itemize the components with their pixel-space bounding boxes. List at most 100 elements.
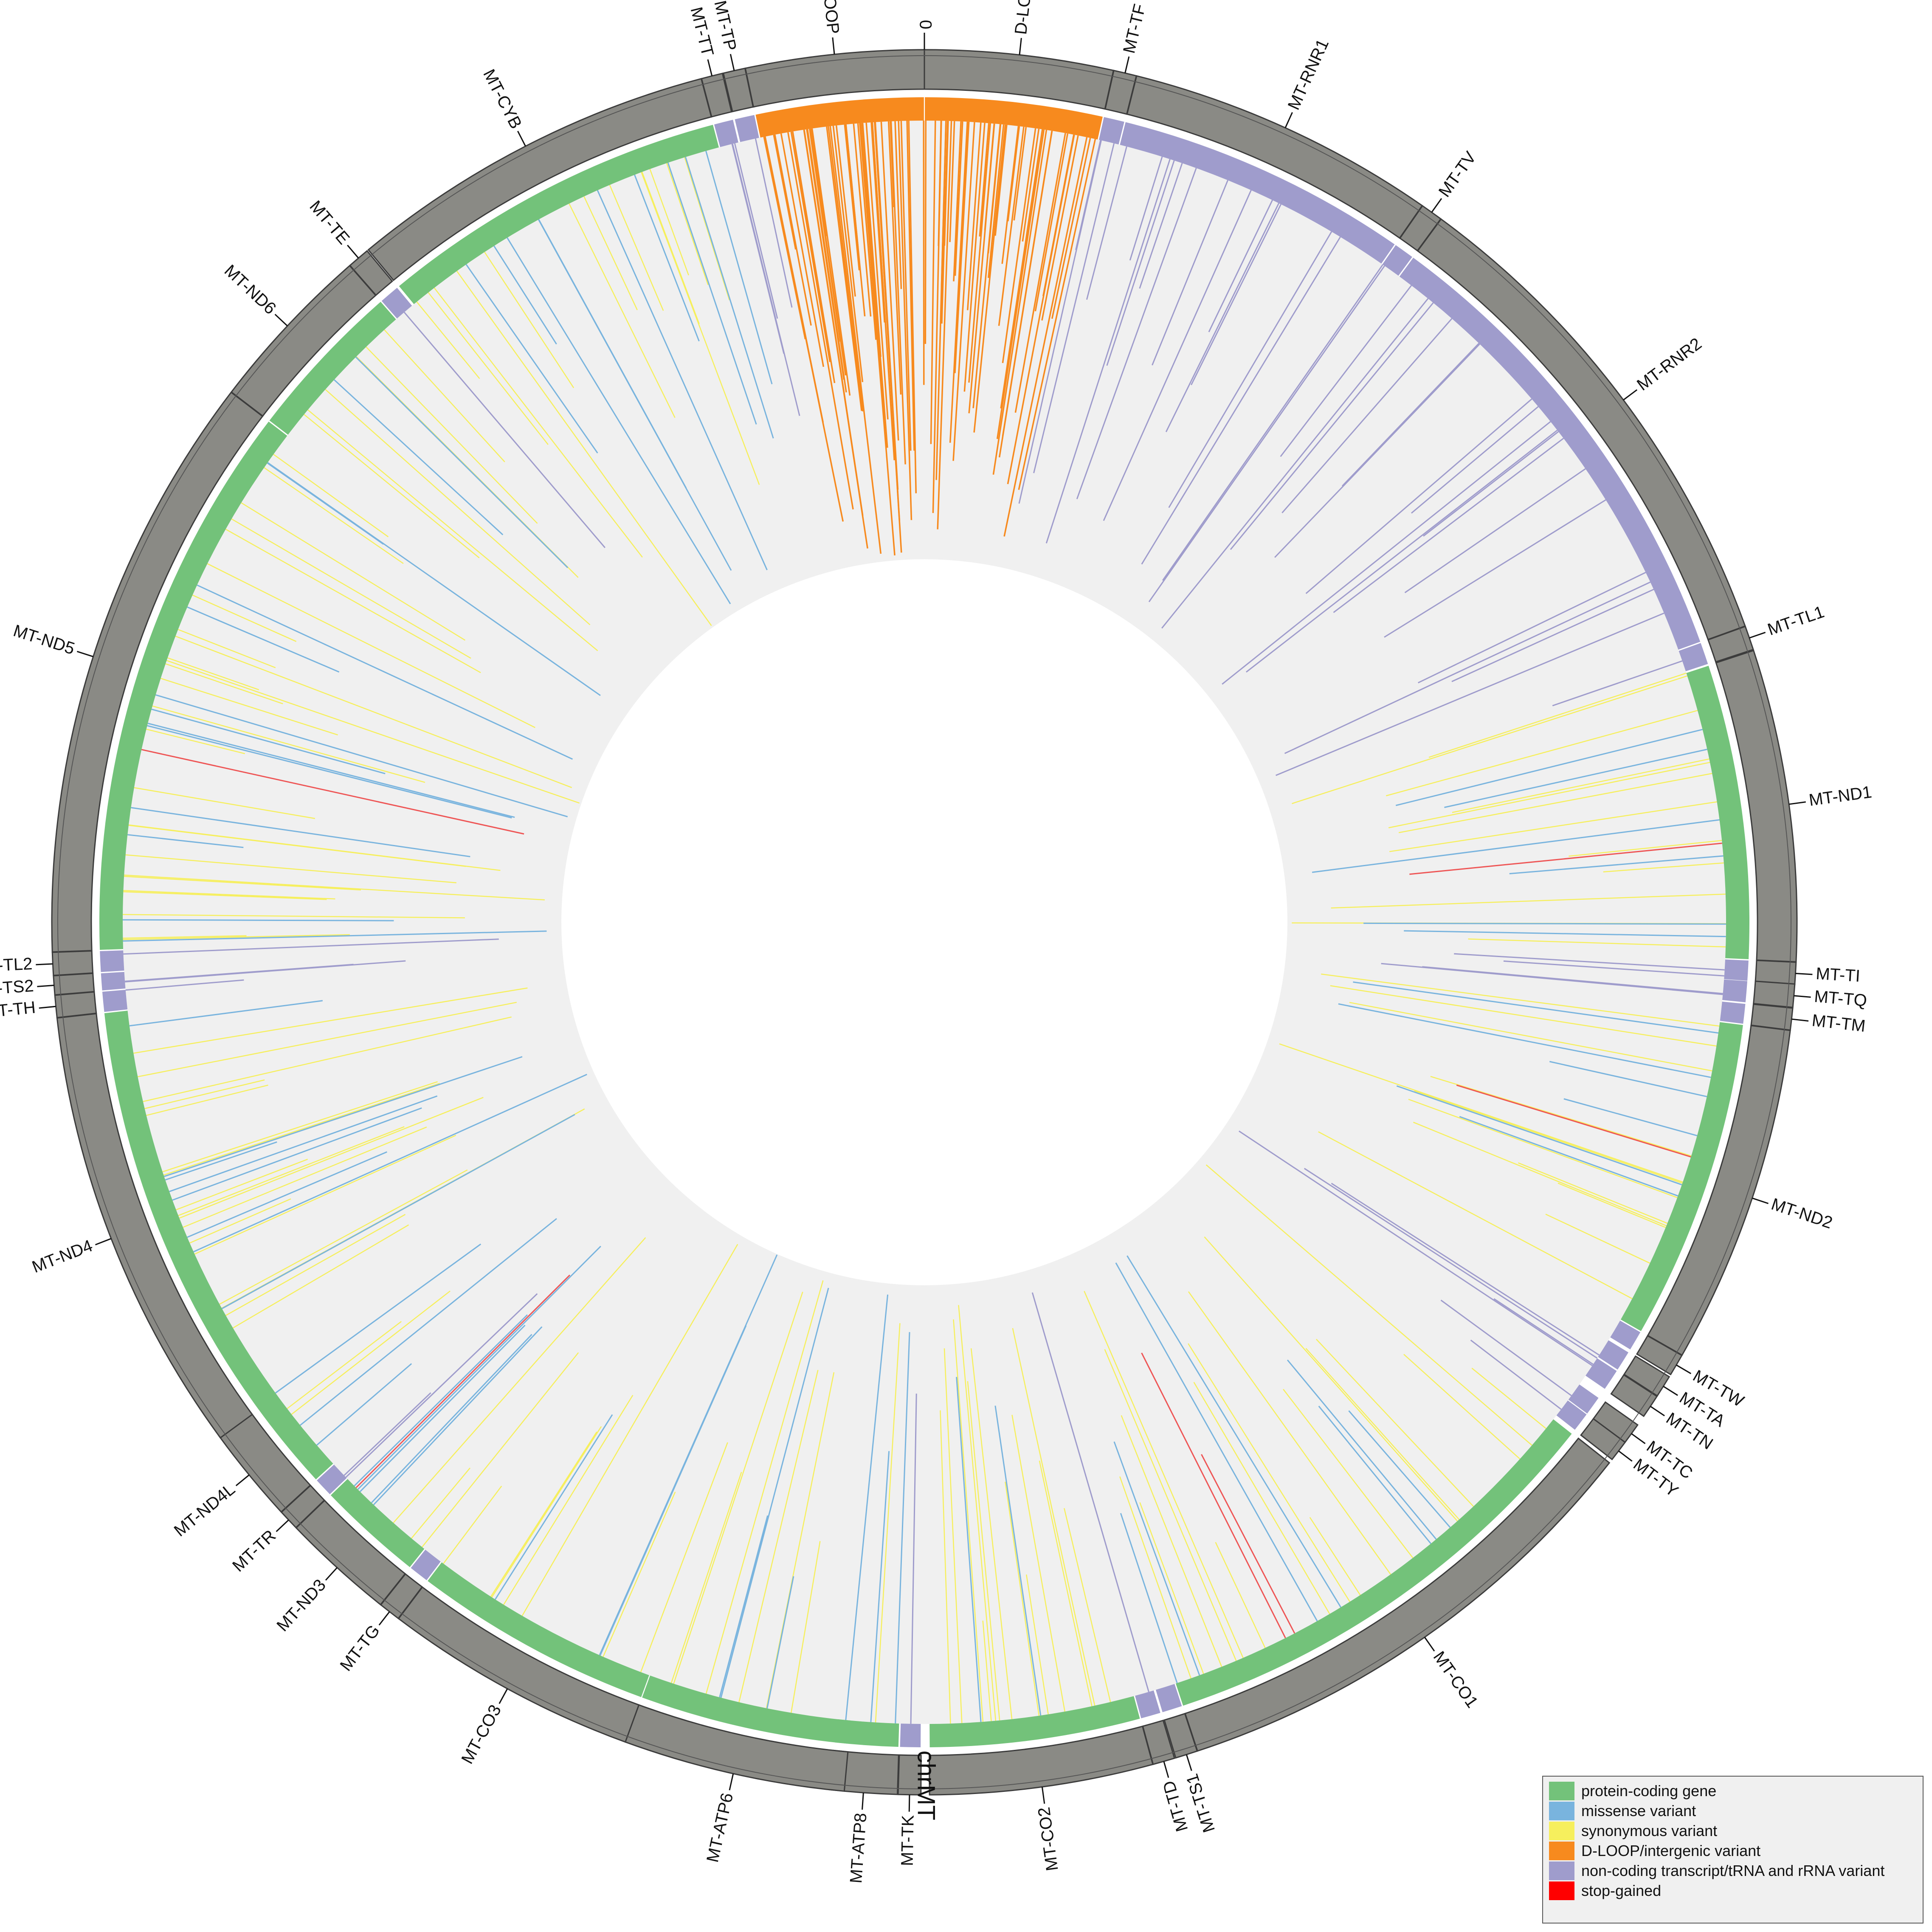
variant-line <box>1011 1414 1066 1712</box>
label-tick <box>95 1238 112 1245</box>
variant-line <box>133 987 528 1054</box>
variant-line <box>1395 729 1703 806</box>
variant-line <box>1165 203 1280 432</box>
variant-line <box>403 312 606 548</box>
variant-line <box>167 657 259 690</box>
variant-line <box>1246 430 1558 673</box>
variant-line <box>1120 1513 1178 1684</box>
variant-line <box>1279 1043 1683 1183</box>
legend-item: missense variant <box>1549 1801 1917 1821</box>
variant-line <box>734 143 778 319</box>
variant-line <box>123 890 335 900</box>
feature-block <box>330 1479 425 1567</box>
variant-line <box>987 124 1005 278</box>
variant-line <box>1041 135 1079 321</box>
variant-line <box>175 636 572 788</box>
feature-block <box>101 972 126 991</box>
variant-line <box>1045 159 1171 544</box>
variant-line <box>956 1377 982 1722</box>
variant-line <box>861 123 888 448</box>
variant-line <box>147 723 515 818</box>
variant-line <box>705 1280 824 1694</box>
feature-block <box>411 1549 441 1580</box>
variant-line <box>1104 1349 1237 1661</box>
gene-label: MT-TM <box>1811 1011 1867 1036</box>
variant-line <box>949 121 968 443</box>
gene-label: MT-TT <box>687 5 717 58</box>
variant-line <box>193 1073 587 1253</box>
variant-line <box>844 124 860 270</box>
variant-line <box>325 389 591 625</box>
variant-line <box>355 1274 570 1488</box>
feature-block <box>1120 122 1395 264</box>
variant-line <box>860 123 885 419</box>
variant-line <box>667 162 757 425</box>
variant-line <box>1230 302 1434 550</box>
variant-line <box>307 409 598 651</box>
variant-line <box>968 123 991 383</box>
variant-line <box>1205 1164 1532 1446</box>
gene-label: MT-ND6 <box>221 261 280 318</box>
gene-label: MT-TF <box>1120 2 1149 55</box>
variant-line <box>1451 589 1654 682</box>
variant-line <box>670 1472 742 1683</box>
variant-line <box>774 134 812 326</box>
variant-line <box>910 1394 917 1724</box>
variant-line <box>138 1002 517 1078</box>
variant-line <box>953 1319 984 1722</box>
feature-block <box>1722 979 1748 1003</box>
feature-block <box>1610 1321 1641 1350</box>
chromosome-label: chrMT <box>912 1751 940 1820</box>
variant-line <box>1454 953 1725 971</box>
variant-line <box>1386 710 1698 797</box>
label-tick <box>498 1688 508 1704</box>
variant-line <box>183 1127 427 1228</box>
legend-swatch <box>1549 1881 1574 1900</box>
label-tick <box>707 59 713 76</box>
variant-line <box>393 1237 646 1524</box>
variant-line <box>357 1245 601 1490</box>
label-tick <box>1163 1761 1169 1778</box>
variant-line <box>641 172 760 485</box>
variant-line <box>1398 773 1712 834</box>
variant-line <box>1239 1130 1593 1366</box>
feature-block <box>1176 1419 1572 1706</box>
variant-line <box>790 1541 821 1713</box>
label-tick <box>39 1005 56 1009</box>
variant-line <box>146 1084 268 1116</box>
label-tick <box>1631 1433 1646 1444</box>
feature-block <box>925 97 1103 140</box>
variant-line <box>649 169 689 276</box>
variant-line <box>1309 1517 1361 1596</box>
variant-line <box>1215 1542 1266 1648</box>
feature-block <box>428 1562 649 1697</box>
variant-line <box>1396 1085 1682 1186</box>
variant-line <box>221 1114 575 1310</box>
label-tick <box>378 1611 390 1626</box>
variant-line <box>766 1372 835 1709</box>
variant-line <box>811 128 851 396</box>
variant-line <box>1471 1368 1546 1429</box>
legend-label: D-LOOP/intergenic variant <box>1581 1842 1761 1859</box>
feature-block <box>102 989 128 1012</box>
variant-line <box>166 660 580 804</box>
variant-line <box>1411 406 1539 514</box>
variant-line <box>803 130 868 549</box>
variant-line <box>1039 1460 1093 1707</box>
variant-line <box>845 124 859 249</box>
variant-line <box>1428 673 1687 758</box>
variant-line <box>1518 1162 1668 1224</box>
variant-line <box>1493 1298 1594 1365</box>
variant-line <box>1409 842 1722 875</box>
feature-block <box>900 1724 921 1747</box>
gene-segment <box>349 250 393 296</box>
feature-block <box>1720 1001 1746 1024</box>
variant-line <box>1188 1291 1391 1575</box>
variant-line <box>123 934 350 940</box>
variant-line <box>1316 1339 1474 1507</box>
variant-line <box>870 1451 890 1722</box>
gene-label: MT-ATP6 <box>703 1791 737 1864</box>
variant-line <box>434 287 643 558</box>
variant-line <box>900 121 912 451</box>
